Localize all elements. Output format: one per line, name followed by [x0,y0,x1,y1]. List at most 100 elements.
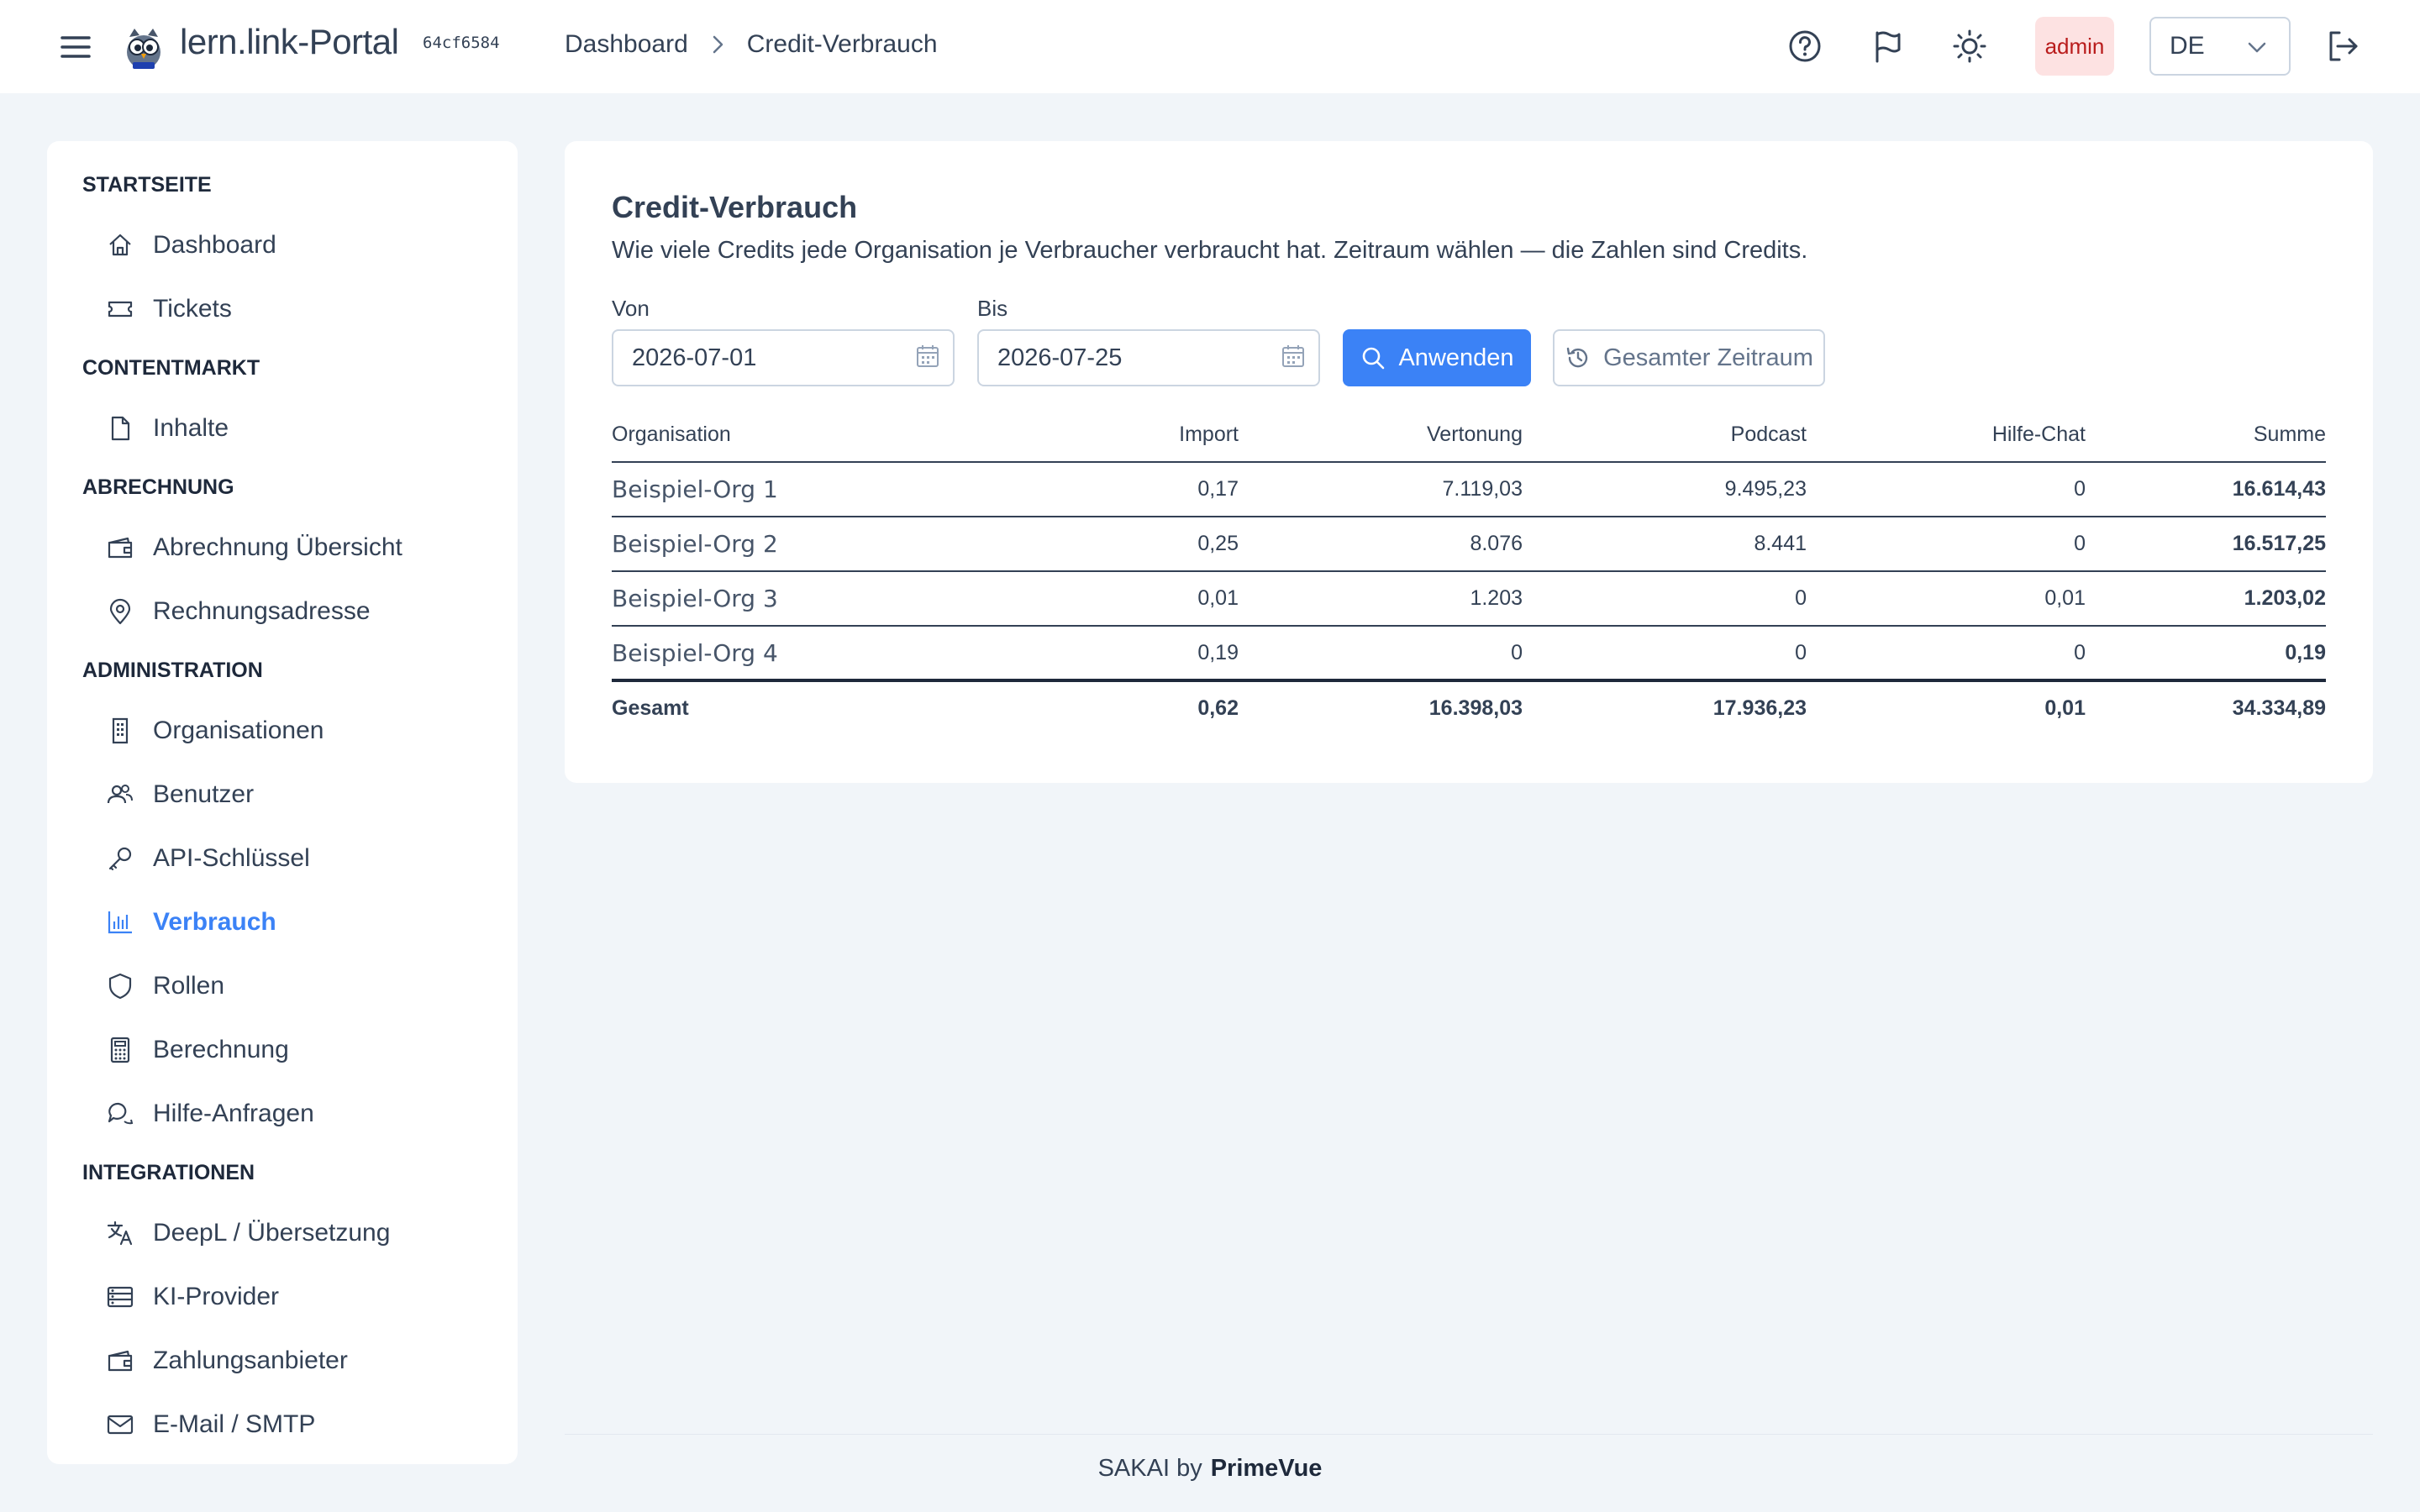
all-time-button[interactable]: Gesamter Zeitraum [1553,329,1825,386]
search-icon [1360,344,1386,371]
language-value: DE [2170,32,2205,60]
sidebar-item-email-smtp[interactable]: E-Mail / SMTP [47,1393,518,1457]
cell-hilfe-chat: 0 [1807,462,2086,517]
sidebar-item-label: Inhalte [153,414,229,442]
sidebar-item-rechnungsadresse[interactable]: Rechnungsadresse [47,580,518,643]
flag-icon[interactable] [1869,28,1906,65]
sidebar-item-label: Rechnungsadresse [153,597,371,625]
cell-podcast: 9.495,23 [1523,462,1807,517]
cell-vertonung: 0 [1239,626,1523,681]
breadcrumb-dashboard[interactable]: Dashboard [565,30,688,58]
section-title-contentmarkt: CONTENTMARKT [82,356,260,380]
sidebar-item-benutzer[interactable]: Benutzer [47,763,518,827]
apply-button[interactable]: Anwenden [1343,329,1531,386]
sidebar-item-verbrauch[interactable]: Verbrauch [47,890,518,954]
cell-summe: 1.203,02 [2086,571,2326,627]
app-version: 64cf6584 [423,34,500,52]
sidebar-item-label: Benutzer [153,780,255,808]
wallet-icon [106,533,134,562]
home-icon [106,231,134,260]
footer: SAKAI by PrimeVue [0,1455,2420,1483]
apply-button-label: Anwenden [1398,344,1514,371]
map-marker-icon [106,597,134,626]
section-title-startseite: STARTSEITE [82,173,212,197]
sidebar-item-api-schluessel[interactable]: API-Schlüssel [47,827,518,890]
sidebar-item-label: Hilfe-Anfragen [153,1100,314,1127]
section-title-abrechnung: ABRECHNUNG [82,475,234,499]
cell-organisation: Beispiel-Org 3 [612,571,992,627]
footer-brand[interactable]: PrimeVue [1210,1455,1323,1482]
sidebar-item-deepl[interactable]: DeepL / Übersetzung [47,1201,518,1265]
sun-icon[interactable] [1951,28,1988,65]
column-header-vertonung[interactable]: Vertonung [1239,408,1523,463]
cell-import: 0,25 [992,517,1239,572]
ticket-icon [106,295,134,323]
cell-organisation: Beispiel-Org 2 [612,517,992,572]
sign-out-icon[interactable] [2324,28,2361,65]
column-header-hilfe-chat[interactable]: Hilfe-Chat [1807,408,2086,463]
calendar-icon[interactable] [1280,343,1307,370]
column-header-organisation[interactable]: Organisation [612,408,992,463]
sidebar-item-label: Rollen [153,972,225,1000]
table-row: Beispiel-Org 1 0,17 7.119,03 9.495,23 0 … [612,462,2326,517]
sidebar-item-tickets[interactable]: Tickets [47,277,518,341]
menu-icon[interactable] [57,29,94,66]
help-icon[interactable] [1786,28,1823,65]
cell-summe: 16.614,43 [2086,462,2326,517]
sidebar: STARTSEITE Dashboard Tickets CONTENTMARK… [47,141,518,1464]
table-total-row: Gesamt 0,62 16.398,03 17.936,23 0,01 34.… [612,679,2326,734]
breadcrumb-current: Credit-Verbrauch [746,30,938,58]
sidebar-item-label: Zahlungsanbieter [153,1347,348,1374]
cell-import: 0,19 [992,626,1239,681]
sidebar-item-dashboard[interactable]: Dashboard [47,213,518,277]
users-icon [106,780,134,809]
sidebar-item-organisationen[interactable]: Organisationen [47,699,518,763]
column-header-podcast[interactable]: Podcast [1523,408,1807,463]
total-vertonung: 16.398,03 [1239,679,1523,734]
page-title: Credit-Verbrauch [612,190,858,224]
sidebar-item-label: Verbrauch [153,908,276,936]
key-icon [106,844,134,873]
owl-logo-icon [121,25,166,72]
sidebar-item-rollen[interactable]: Rollen [47,954,518,1018]
cell-hilfe-chat: 0 [1807,517,2086,572]
sidebar-item-label: API-Schlüssel [153,844,310,872]
sidebar-item-abrechnung-uebersicht[interactable]: Abrechnung Übersicht [47,516,518,580]
section-title-integrationen: INTEGRATIONEN [82,1161,255,1184]
file-icon [106,414,134,443]
page-description: Wie viele Credits jede Organisation je V… [612,237,1808,264]
sidebar-item-label: Organisationen [153,717,324,744]
comments-icon [106,1100,134,1128]
cell-import: 0,01 [992,571,1239,627]
cell-summe: 0,19 [2086,626,2326,681]
cell-hilfe-chat: 0,01 [1807,571,2086,627]
from-date-input[interactable] [612,329,955,386]
table-row: Beispiel-Org 3 0,01 1.203 0 0,01 1.203,0… [612,571,2326,627]
sidebar-item-label: DeepL / Übersetzung [153,1219,391,1247]
section-title-administration: ADMINISTRATION [82,659,263,682]
sidebar-item-berechnung[interactable]: Berechnung [47,1018,518,1082]
app-title: lern.link-Portal [180,22,399,61]
table-row: Beispiel-Org 4 0,19 0 0 0 0,19 [612,626,2326,681]
table-row: Beispiel-Org 2 0,25 8.076 8.441 0 16.517… [612,517,2326,572]
role-badge: admin [2035,17,2114,76]
cell-organisation: Beispiel-Org 4 [612,626,992,681]
to-date-input[interactable] [977,329,1320,386]
sidebar-item-label: Berechnung [153,1036,289,1063]
language-icon [106,1219,134,1247]
breadcrumb: Dashboard Credit-Verbrauch [565,30,938,59]
total-import: 0,62 [992,679,1239,734]
sidebar-item-hilfe-anfragen[interactable]: Hilfe-Anfragen [47,1082,518,1146]
calendar-icon[interactable] [914,343,941,370]
column-header-summe[interactable]: Summe [2086,408,2326,463]
cell-podcast: 0 [1523,571,1807,627]
building-icon [106,717,134,745]
sidebar-item-label: Tickets [153,295,232,323]
sidebar-item-zahlungsanbieter[interactable]: Zahlungsanbieter [47,1329,518,1393]
sidebar-item-inhalte[interactable]: Inhalte [47,396,518,460]
language-select[interactable]: DE [2149,17,2291,76]
column-header-import[interactable]: Import [992,408,1239,463]
sidebar-item-ki-provider[interactable]: KI-Provider [47,1265,518,1329]
wallet-icon [106,1347,134,1375]
envelope-icon [106,1410,134,1439]
